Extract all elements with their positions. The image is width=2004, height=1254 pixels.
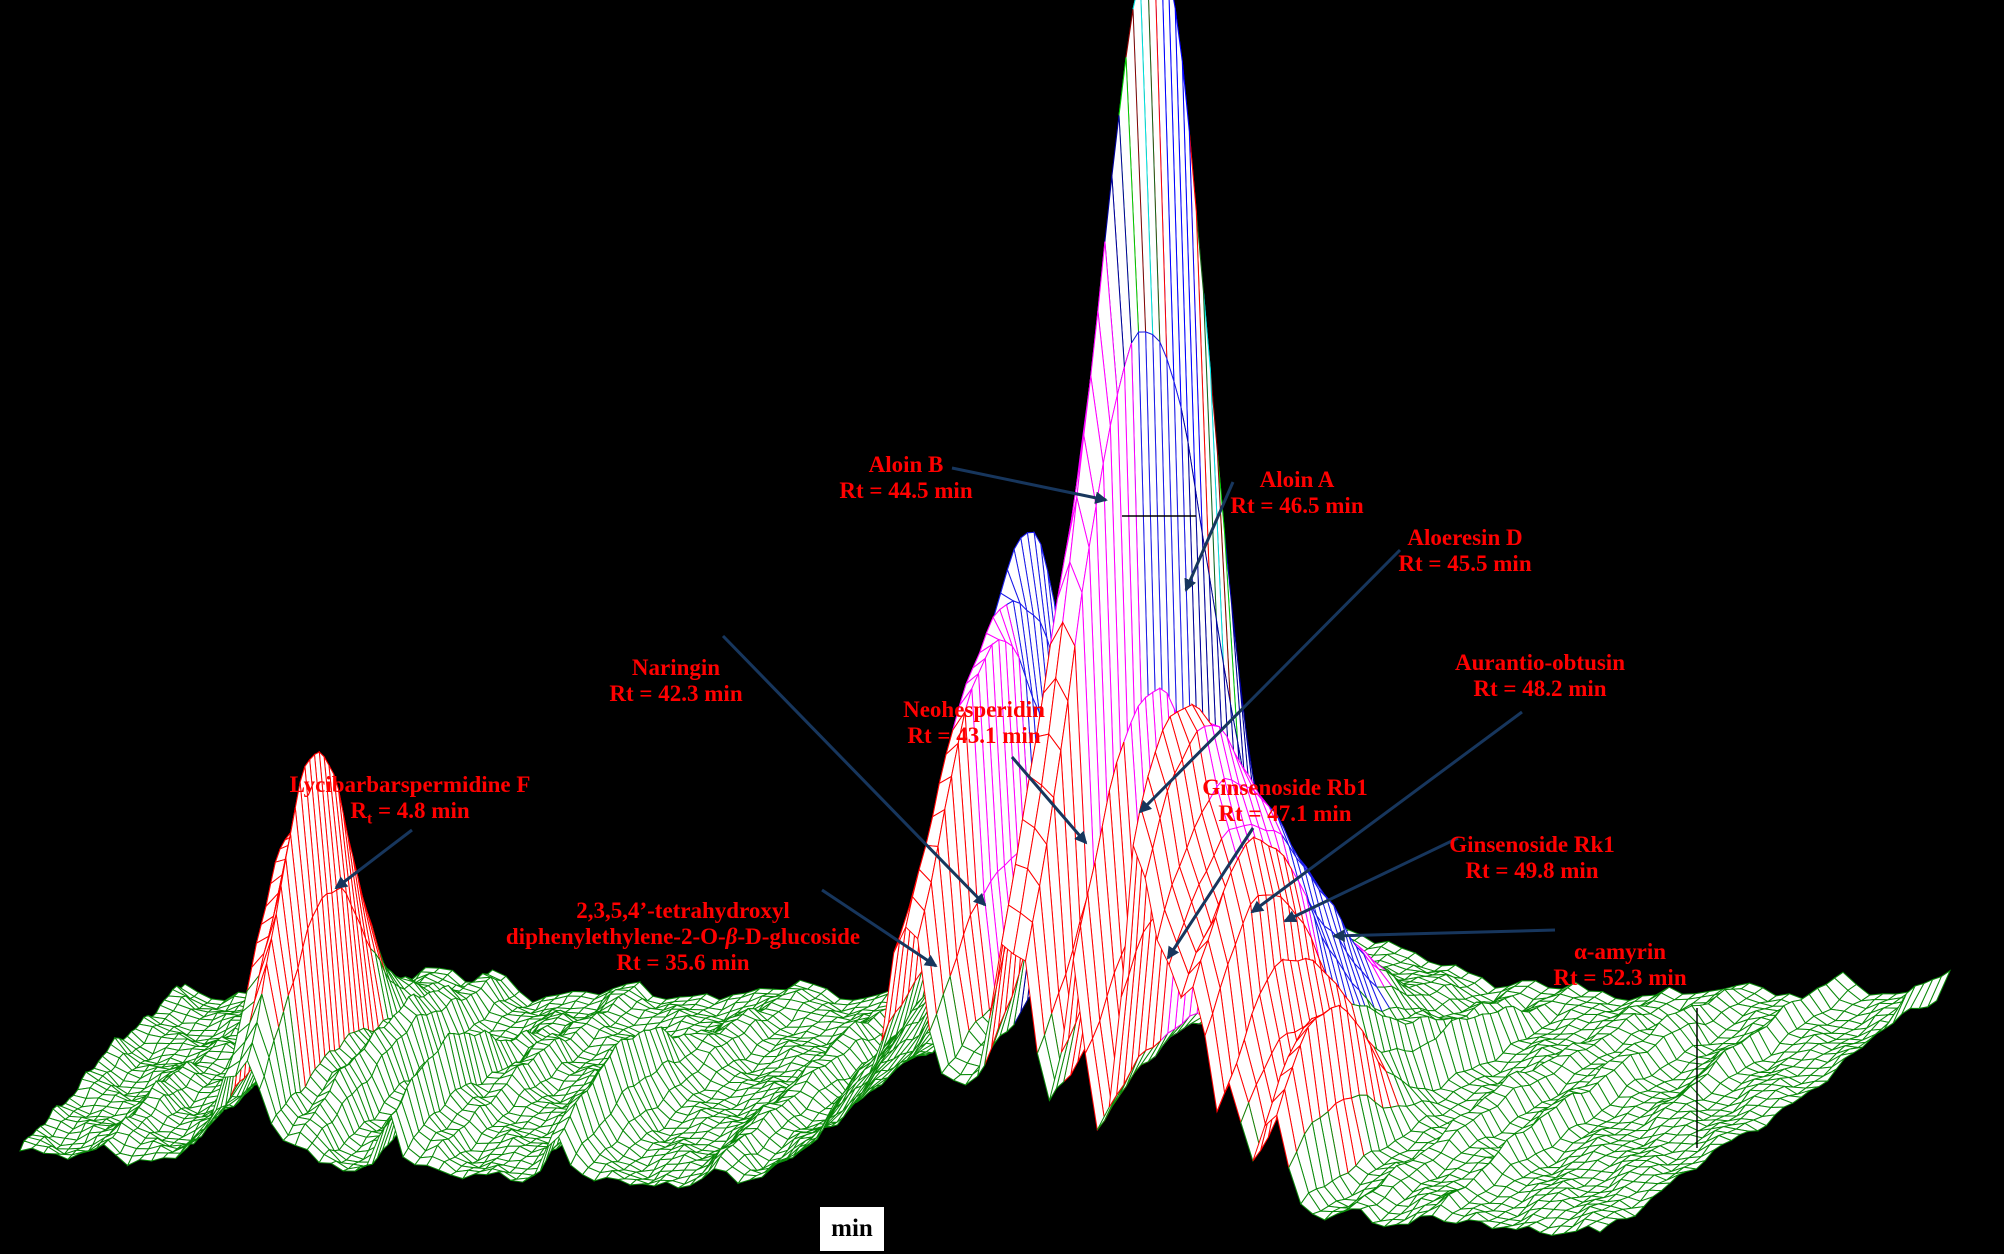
peak-label-aloin-a: Aloin A Rt = 46.5 min <box>1230 467 1364 518</box>
annotation-arrows <box>334 466 1556 968</box>
arrow-ginsenoside-rk1 <box>1283 836 1459 923</box>
peak-label-aloeresin-d: Aloeresin D Rt = 45.5 min <box>1398 525 1532 576</box>
arrow-aloin-a <box>1184 481 1235 592</box>
waterfall-mesh <box>19 0 1952 1237</box>
arrow-alpha-amyrin <box>1332 928 1556 943</box>
peak-label-ginsenoside-rk1: Ginsenoside Rk1 Rt = 49.8 min <box>1449 832 1615 883</box>
arrow-naringin <box>721 634 987 907</box>
arrow-lycibarbarspermidine-f <box>334 828 413 890</box>
arrow-aloeresin-d <box>1138 548 1402 814</box>
peak-label-tetrahydroxyl-glucoside: 2,3,5,4’-tetrahydroxyl diphenylethylene-2… <box>505 898 861 975</box>
peak-label-ginsenoside-rb1: Ginsenoside Rb1 Rt = 47.1 min <box>1202 775 1368 826</box>
peak-label-alpha-amyrin: α-amyrin Rt = 52.3 min <box>1553 939 1687 990</box>
arrow-ginsenoside-rb1 <box>1166 827 1255 960</box>
peak-label-lycibarbarspermidine-f: Lycibarbarspermidine F Rt = 4.8 min <box>289 772 531 828</box>
time-axis-unit-box: min <box>820 1207 884 1251</box>
peak-label-neohesperidin: Neohesperidin Rt = 43.1 min <box>903 697 1045 748</box>
arrow-tetrahydroxyl-glucoside <box>821 888 938 968</box>
time-axis-unit-label: min <box>831 1215 873 1242</box>
peak-label-aurantio-obtusin: Aurantio-obtusin Rt = 48.2 min <box>1455 650 1625 701</box>
peak-label-aloin-b: Aloin B Rt = 44.5 min <box>839 452 973 503</box>
peak-label-naringin: Naringin Rt = 42.3 min <box>609 655 743 706</box>
arrow-neohesperidin <box>1010 756 1088 845</box>
arrow-aloin-b <box>951 466 1108 504</box>
frame-lines <box>1122 515 1698 1148</box>
arrow-aurantio-obtusin <box>1250 710 1523 914</box>
